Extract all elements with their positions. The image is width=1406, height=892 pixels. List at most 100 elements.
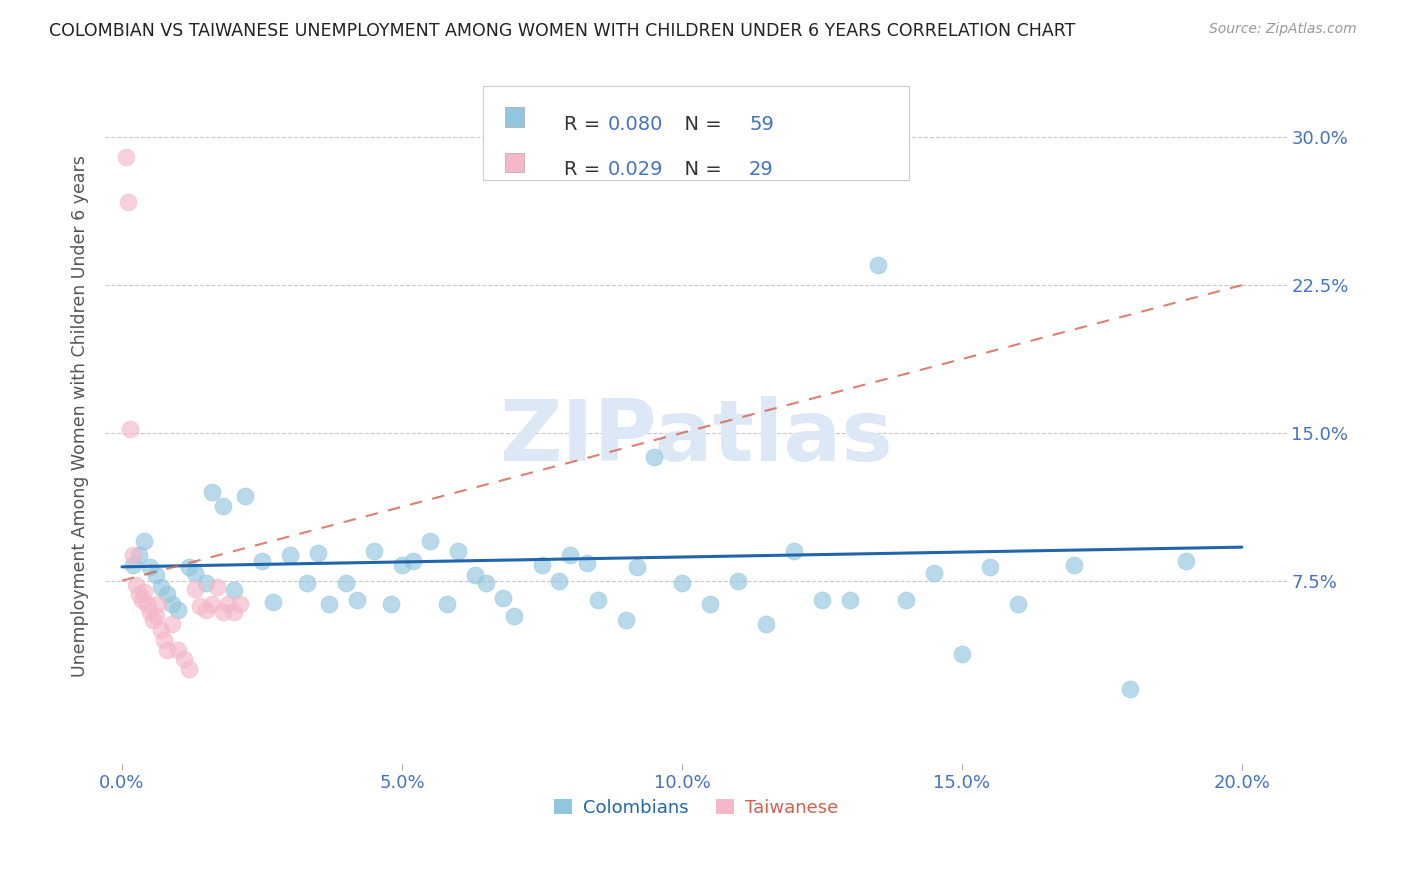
Point <box>217 597 239 611</box>
Point <box>142 613 165 627</box>
Point <box>335 575 357 590</box>
Point <box>167 603 190 617</box>
Point <box>866 259 889 273</box>
Point <box>363 544 385 558</box>
Point <box>173 652 195 666</box>
Y-axis label: Unemployment Among Women with Children Under 6 years: Unemployment Among Women with Children U… <box>72 155 89 677</box>
Point <box>1007 597 1029 611</box>
Point <box>575 556 598 570</box>
Point <box>262 595 284 609</box>
Point <box>1063 558 1085 572</box>
Point <box>228 597 250 611</box>
Point <box>318 597 340 611</box>
Point <box>136 597 159 611</box>
Point <box>222 583 245 598</box>
Point <box>190 599 212 614</box>
Point <box>200 597 222 611</box>
Point <box>156 587 179 601</box>
Point <box>195 575 218 590</box>
Point <box>222 605 245 619</box>
Point <box>547 574 569 588</box>
Point <box>894 593 917 607</box>
Point <box>200 485 222 500</box>
Point <box>117 195 139 210</box>
Point <box>162 597 184 611</box>
Point <box>162 617 184 632</box>
Point <box>195 603 218 617</box>
Point <box>391 558 413 572</box>
Point <box>205 580 228 594</box>
Point <box>233 489 256 503</box>
Point <box>1119 681 1142 696</box>
Point <box>139 559 162 574</box>
Point <box>419 534 441 549</box>
Point <box>295 575 318 590</box>
Text: COLOMBIAN VS TAIWANESE UNEMPLOYMENT AMONG WOMEN WITH CHILDREN UNDER 6 YEARS CORR: COLOMBIAN VS TAIWANESE UNEMPLOYMENT AMON… <box>49 22 1076 40</box>
Point <box>150 623 173 637</box>
Point <box>950 647 973 661</box>
Point <box>783 544 806 558</box>
Point <box>179 559 201 574</box>
Point <box>134 585 156 599</box>
Text: N =: N = <box>672 161 728 179</box>
Point <box>150 580 173 594</box>
Point <box>699 597 721 611</box>
Point <box>125 577 148 591</box>
FancyBboxPatch shape <box>505 153 524 172</box>
FancyBboxPatch shape <box>505 107 524 127</box>
Point <box>128 587 150 601</box>
Point <box>558 548 581 562</box>
Point <box>148 597 170 611</box>
Point <box>211 499 233 513</box>
Point <box>156 642 179 657</box>
Point <box>447 544 470 558</box>
Point <box>530 558 553 572</box>
Point <box>278 548 301 562</box>
Point <box>307 546 329 560</box>
Text: 0.029: 0.029 <box>607 161 662 179</box>
Point <box>402 554 425 568</box>
Point <box>643 450 665 464</box>
Text: N =: N = <box>672 115 728 134</box>
Text: ZIPatlas: ZIPatlas <box>499 395 893 478</box>
Legend: Colombians, Taiwanese: Colombians, Taiwanese <box>547 792 845 824</box>
Point <box>145 567 167 582</box>
Point <box>838 593 860 607</box>
Point <box>128 548 150 562</box>
Point <box>492 591 515 606</box>
Point <box>131 593 153 607</box>
Point <box>346 593 368 607</box>
Point <box>811 593 834 607</box>
Text: R =: R = <box>564 161 606 179</box>
Text: 29: 29 <box>749 161 773 179</box>
Text: 59: 59 <box>749 115 773 134</box>
Point <box>115 150 138 164</box>
Point <box>755 617 778 632</box>
Point <box>1174 554 1197 568</box>
Point <box>380 597 402 611</box>
Point <box>436 597 458 611</box>
Point <box>120 422 142 436</box>
Point <box>586 593 609 607</box>
Point <box>153 632 176 647</box>
Point <box>250 554 273 568</box>
Point <box>464 567 486 582</box>
Text: Source: ZipAtlas.com: Source: ZipAtlas.com <box>1209 22 1357 37</box>
Point <box>134 534 156 549</box>
Point <box>503 609 526 624</box>
Point <box>122 558 145 572</box>
Text: 0.080: 0.080 <box>607 115 662 134</box>
Text: R =: R = <box>564 115 606 134</box>
Point <box>671 575 693 590</box>
Point <box>727 574 749 588</box>
Point <box>139 605 162 619</box>
Point <box>626 559 648 574</box>
FancyBboxPatch shape <box>484 86 908 180</box>
Point <box>979 559 1001 574</box>
Point <box>211 605 233 619</box>
Point <box>184 566 207 580</box>
Point <box>475 575 498 590</box>
Point <box>179 662 201 676</box>
Point <box>167 642 190 657</box>
Point <box>184 582 207 596</box>
